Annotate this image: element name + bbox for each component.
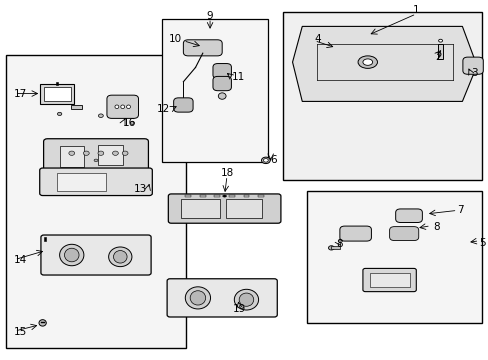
Ellipse shape xyxy=(94,159,98,162)
Ellipse shape xyxy=(64,248,79,262)
Bar xyxy=(44,237,46,241)
Ellipse shape xyxy=(98,114,103,117)
FancyBboxPatch shape xyxy=(43,139,148,175)
Text: 2: 2 xyxy=(435,52,442,62)
Ellipse shape xyxy=(190,291,205,305)
Text: 18: 18 xyxy=(220,168,233,178)
Text: 17: 17 xyxy=(14,89,27,99)
Text: 9: 9 xyxy=(206,11,213,21)
FancyBboxPatch shape xyxy=(213,64,231,78)
Bar xyxy=(185,195,191,197)
Bar xyxy=(214,195,220,197)
FancyBboxPatch shape xyxy=(41,235,151,275)
Ellipse shape xyxy=(218,93,225,99)
Text: 1: 1 xyxy=(412,5,419,15)
Bar xyxy=(57,173,105,191)
Text: 13: 13 xyxy=(133,184,147,194)
Text: 10: 10 xyxy=(168,34,182,44)
FancyBboxPatch shape xyxy=(107,95,138,118)
Text: 14: 14 xyxy=(14,255,27,265)
Ellipse shape xyxy=(113,251,127,263)
Ellipse shape xyxy=(60,244,84,266)
Text: 3: 3 xyxy=(469,68,476,78)
Ellipse shape xyxy=(234,289,258,310)
Text: 15: 15 xyxy=(14,327,27,337)
Ellipse shape xyxy=(112,151,118,156)
Ellipse shape xyxy=(261,157,270,163)
FancyBboxPatch shape xyxy=(362,269,415,292)
Ellipse shape xyxy=(185,287,210,309)
Bar xyxy=(369,273,408,287)
Ellipse shape xyxy=(121,105,124,109)
Ellipse shape xyxy=(130,121,134,125)
Bar xyxy=(60,146,84,167)
Bar xyxy=(306,191,481,323)
Bar xyxy=(225,199,262,219)
FancyBboxPatch shape xyxy=(339,226,371,241)
Text: 19: 19 xyxy=(232,303,245,314)
Ellipse shape xyxy=(328,246,334,250)
FancyBboxPatch shape xyxy=(183,40,222,56)
Ellipse shape xyxy=(239,293,253,306)
Bar xyxy=(258,195,264,197)
Bar xyxy=(243,195,249,197)
Ellipse shape xyxy=(222,195,226,197)
Ellipse shape xyxy=(39,320,46,326)
Ellipse shape xyxy=(126,105,130,109)
Bar xyxy=(6,55,185,348)
Ellipse shape xyxy=(98,151,103,156)
Ellipse shape xyxy=(362,59,372,65)
Bar xyxy=(40,85,74,104)
Bar xyxy=(330,247,339,249)
Text: 5: 5 xyxy=(478,238,485,248)
Text: 6: 6 xyxy=(270,155,277,165)
Bar xyxy=(44,87,70,102)
Bar xyxy=(181,199,219,219)
Text: 7: 7 xyxy=(457,205,463,215)
Bar xyxy=(200,195,205,197)
Text: 12: 12 xyxy=(157,104,170,114)
Bar xyxy=(98,145,122,165)
Ellipse shape xyxy=(357,56,377,68)
Bar xyxy=(437,44,443,59)
FancyBboxPatch shape xyxy=(462,57,482,74)
Text: 8: 8 xyxy=(336,239,342,249)
FancyBboxPatch shape xyxy=(213,76,231,91)
Polygon shape xyxy=(292,26,476,102)
Bar xyxy=(161,19,268,162)
Text: 8: 8 xyxy=(432,222,439,232)
Bar xyxy=(228,195,234,197)
Bar xyxy=(56,82,58,85)
Text: 16: 16 xyxy=(122,118,136,128)
Bar xyxy=(41,322,44,323)
Text: 11: 11 xyxy=(231,72,244,82)
FancyBboxPatch shape xyxy=(389,226,418,240)
Text: 4: 4 xyxy=(314,34,320,44)
Bar xyxy=(71,105,82,109)
FancyBboxPatch shape xyxy=(395,209,422,222)
Ellipse shape xyxy=(115,105,119,109)
Ellipse shape xyxy=(57,112,61,116)
Ellipse shape xyxy=(438,39,442,42)
FancyBboxPatch shape xyxy=(167,279,277,317)
Ellipse shape xyxy=(83,151,89,156)
Bar xyxy=(282,12,481,180)
Ellipse shape xyxy=(69,151,75,156)
Ellipse shape xyxy=(263,158,268,162)
Ellipse shape xyxy=(108,247,132,267)
FancyBboxPatch shape xyxy=(173,98,193,112)
FancyBboxPatch shape xyxy=(40,168,152,195)
Ellipse shape xyxy=(122,151,128,156)
FancyBboxPatch shape xyxy=(168,194,280,223)
